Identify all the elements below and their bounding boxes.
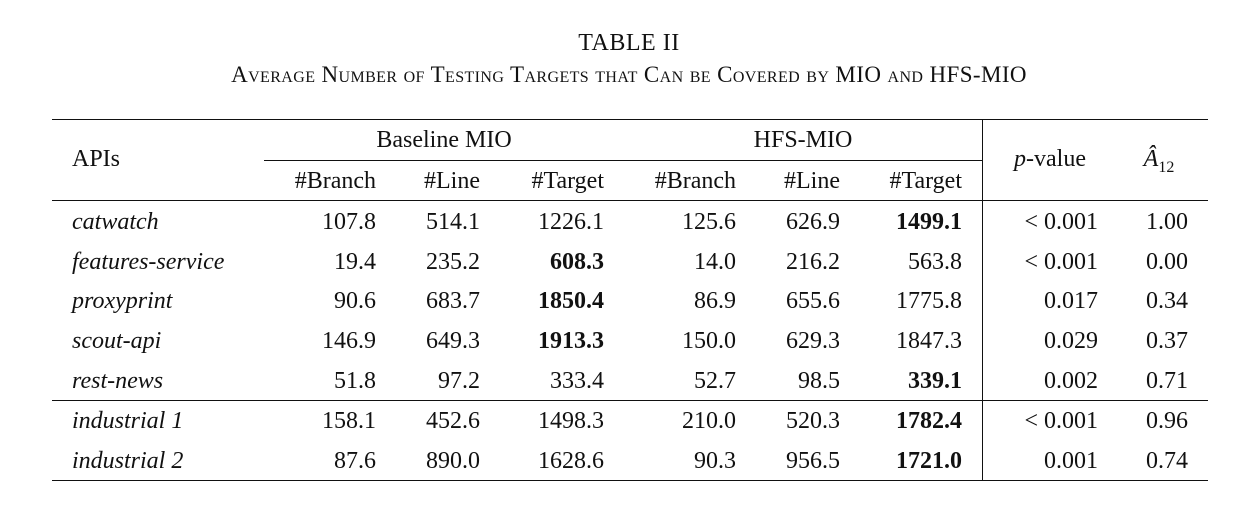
cell-h-branch: 210.0 (682, 408, 736, 434)
cell-b-line: 649.3 (426, 328, 480, 354)
row-api-name: rest-news (72, 368, 164, 394)
cell-pvalue: 0.002 (1044, 368, 1098, 394)
cell-h-line: 626.9 (786, 209, 840, 235)
subheader-hfs-line: #Line (784, 168, 840, 194)
cell-b-target: 1498.3 (538, 408, 604, 434)
cell-h-branch: 125.6 (682, 209, 736, 235)
column-divider (982, 119, 983, 481)
cell-b-branch: 158.1 (322, 408, 376, 434)
cell-pvalue: 0.029 (1044, 328, 1098, 354)
header-hfs-mio: HFS-MIO (753, 127, 853, 153)
cell-b-line: 235.2 (426, 249, 480, 275)
header-rule (52, 200, 1208, 201)
cell-a12: 0.96 (1146, 408, 1188, 434)
cell-a12: 0.00 (1146, 249, 1188, 275)
row-api-name: proxyprint (72, 288, 173, 314)
cell-a12: 1.00 (1146, 209, 1188, 235)
header-a12: Â12 (1110, 145, 1208, 182)
cell-h-target: 1499.1 (896, 209, 962, 235)
cell-b-target: 1628.6 (538, 448, 604, 474)
cell-h-line: 629.3 (786, 328, 840, 354)
row-api-name: industrial 2 (72, 448, 184, 474)
header-a12-symbol: Â (1143, 146, 1159, 172)
cell-b-target: 1850.4 (538, 288, 604, 314)
cell-b-branch: 19.4 (334, 249, 376, 275)
header-pvalue-suffix: -value (1026, 146, 1086, 172)
header-apis: APIs (72, 146, 121, 172)
table-title: Average Number of Testing Targets that C… (231, 62, 1027, 87)
subheader-baseline-line: #Line (424, 168, 480, 194)
row-api-name: catwatch (72, 209, 159, 235)
cell-b-branch: 51.8 (334, 368, 376, 394)
cell-pvalue: 0.001 (1044, 448, 1098, 474)
cell-h-branch: 52.7 (694, 368, 736, 394)
cell-pvalue: 0.017 (1044, 288, 1098, 314)
cell-h-target: 1775.8 (896, 288, 962, 314)
cell-h-line: 520.3 (786, 408, 840, 434)
cell-pvalue: < 0.001 (1024, 408, 1098, 434)
subheader-hfs-target: #Target (889, 168, 962, 194)
row-api-name: industrial 1 (72, 408, 184, 434)
cell-b-line: 452.6 (426, 408, 480, 434)
header-baseline-mio: Baseline MIO (376, 127, 512, 153)
header-a12-subscript: 12 (1158, 158, 1175, 176)
group-underline (264, 160, 982, 161)
cell-b-branch: 107.8 (322, 209, 376, 235)
subheader-hfs-branch: #Branch (654, 168, 736, 194)
cell-h-branch: 90.3 (694, 448, 736, 474)
cell-h-target: 1721.0 (896, 448, 962, 474)
cell-h-line: 655.6 (786, 288, 840, 314)
cell-pvalue: < 0.001 (1024, 209, 1098, 235)
cell-a12: 0.74 (1146, 448, 1188, 474)
cell-h-line: 216.2 (786, 249, 840, 275)
cell-pvalue: < 0.001 (1024, 249, 1098, 275)
bottom-rule (52, 480, 1208, 481)
cell-b-target: 333.4 (550, 368, 604, 394)
cell-b-branch: 87.6 (334, 448, 376, 474)
cell-h-line: 98.5 (798, 368, 840, 394)
cell-b-branch: 146.9 (322, 328, 376, 354)
subheader-baseline-target: #Target (531, 168, 604, 194)
header-pvalue-p: p (1014, 146, 1027, 172)
header-pvalue: p-value (990, 145, 1110, 173)
cell-b-branch: 90.6 (334, 288, 376, 314)
cell-b-line: 514.1 (426, 209, 480, 235)
cell-h-target: 563.8 (908, 249, 962, 275)
cell-h-line: 956.5 (786, 448, 840, 474)
cell-h-branch: 150.0 (682, 328, 736, 354)
cell-b-line: 97.2 (438, 368, 480, 394)
row-api-name: features-service (72, 249, 225, 275)
section-rule (52, 400, 1208, 401)
cell-h-target: 1782.4 (896, 408, 962, 434)
cell-h-branch: 14.0 (694, 249, 736, 275)
top-rule (52, 119, 1208, 120)
cell-b-target: 1913.3 (538, 328, 604, 354)
cell-a12: 0.71 (1146, 368, 1188, 394)
cell-h-target: 339.1 (908, 368, 962, 394)
cell-a12: 0.37 (1146, 328, 1188, 354)
subheader-baseline-branch: #Branch (294, 168, 376, 194)
cell-b-line: 890.0 (426, 448, 480, 474)
cell-b-line: 683.7 (426, 288, 480, 314)
row-api-name: scout-api (72, 328, 162, 354)
table-label: TABLE II (578, 30, 680, 56)
cell-b-target: 1226.1 (538, 209, 604, 235)
cell-b-target: 608.3 (550, 249, 604, 275)
cell-h-target: 1847.3 (896, 328, 962, 354)
cell-a12: 0.34 (1146, 288, 1188, 314)
cell-h-branch: 86.9 (694, 288, 736, 314)
